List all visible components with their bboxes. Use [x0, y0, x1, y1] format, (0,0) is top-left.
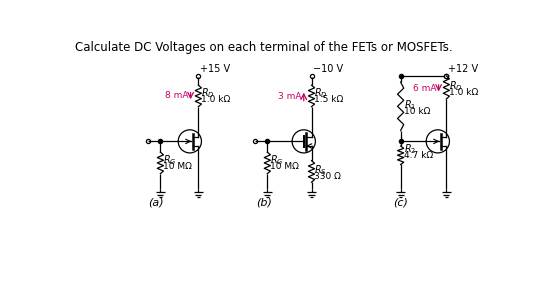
Text: 1.0 kΩ: 1.0 kΩ [201, 94, 230, 103]
Text: (b): (b) [257, 198, 272, 208]
Text: (a): (a) [148, 198, 164, 208]
Text: (c): (c) [393, 198, 407, 208]
Text: 10 MΩ: 10 MΩ [271, 162, 299, 171]
Text: 1.5 kΩ: 1.5 kΩ [314, 94, 343, 103]
Text: 3 mA: 3 mA [278, 92, 301, 101]
Text: $R_2$: $R_2$ [404, 142, 416, 156]
Text: $R_D$: $R_D$ [314, 86, 328, 100]
Text: +15 V: +15 V [200, 64, 230, 74]
Text: 10 MΩ: 10 MΩ [163, 162, 192, 171]
Text: $R_G$: $R_G$ [271, 153, 284, 167]
Text: $R_G$: $R_G$ [163, 153, 177, 167]
Text: $R_D$: $R_D$ [448, 79, 462, 93]
Text: 1.0 kΩ: 1.0 kΩ [448, 88, 478, 97]
Text: 4.7 kΩ: 4.7 kΩ [404, 152, 433, 161]
Text: $R_1$: $R_1$ [404, 98, 416, 112]
Text: $R_D$: $R_D$ [201, 86, 215, 100]
Text: Calculate DC Voltages on each terminal of the FETs or MOSFETs.: Calculate DC Voltages on each terminal o… [75, 41, 453, 54]
Text: $R_S$: $R_S$ [314, 163, 327, 177]
Text: +12 V: +12 V [448, 64, 478, 74]
Text: 330 Ω: 330 Ω [314, 172, 341, 181]
Text: 8 mA: 8 mA [165, 91, 188, 100]
Text: 10 kΩ: 10 kΩ [404, 107, 430, 116]
Text: −10 V: −10 V [313, 64, 343, 74]
Text: 6 mA: 6 mA [413, 84, 436, 93]
